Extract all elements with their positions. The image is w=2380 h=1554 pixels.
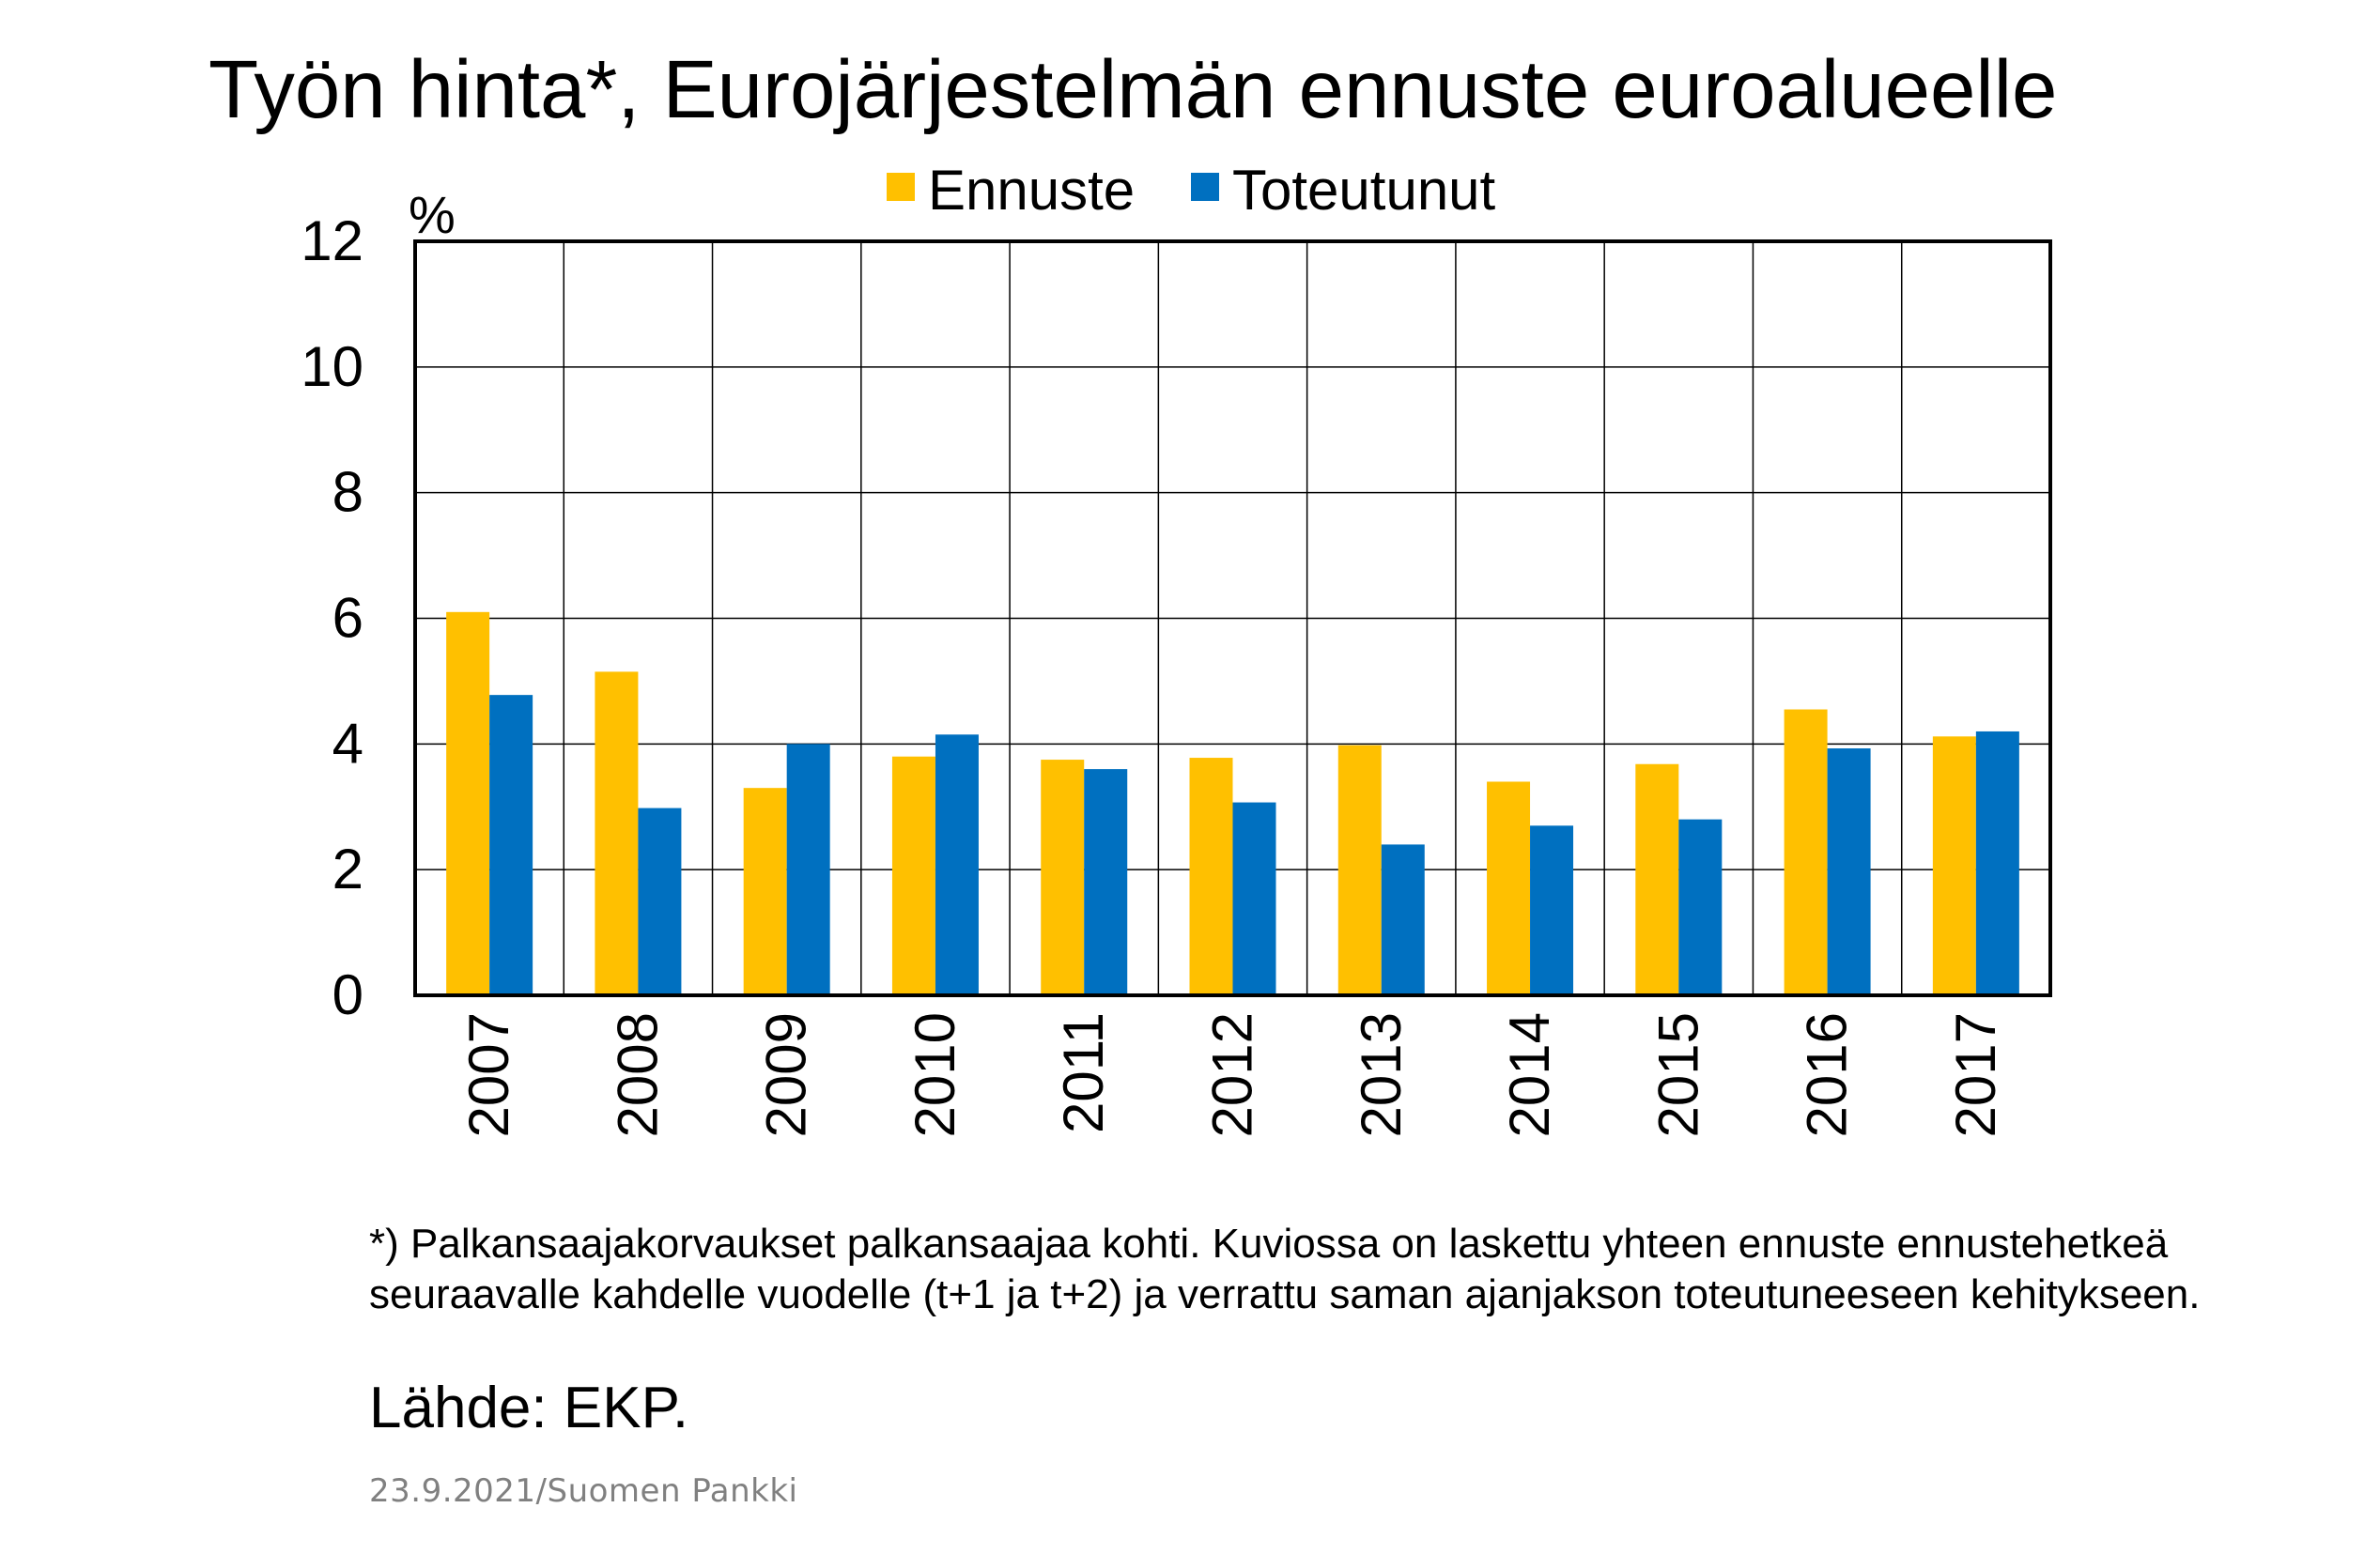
bar-toteutunut-2009: [786, 744, 830, 995]
legend-label-toteutunut: Toteutunut: [1232, 159, 1496, 222]
bar-ennuste-2007: [446, 611, 490, 995]
bar-ennuste-2008: [595, 671, 639, 995]
bar-ennuste-2009: [743, 788, 787, 995]
bar-toteutunut-2008: [638, 808, 682, 995]
x-tick-label: 2015: [1646, 1012, 1709, 1137]
x-tick-label: 2013: [1350, 1012, 1413, 1137]
bar-ennuste-2012: [1189, 758, 1233, 995]
x-tick-label: 2007: [457, 1012, 520, 1137]
bar-toteutunut-2015: [1678, 819, 1723, 995]
bar-toteutunut-2010: [935, 734, 979, 995]
legend-label-ennuste: Ennuste: [928, 159, 1135, 222]
x-tick-label: 2014: [1498, 1012, 1561, 1137]
plot-border: [413, 239, 2052, 997]
legend: Ennuste Toteutunut: [887, 159, 1496, 222]
y-tick-label: 12: [301, 209, 363, 272]
y-tick-label: 2: [332, 838, 363, 900]
bar-ennuste-2016: [1784, 709, 1828, 995]
x-tick-label: 2011: [1052, 1012, 1115, 1133]
x-tick-label: 2010: [904, 1012, 966, 1137]
bar-ennuste-2010: [891, 756, 935, 995]
plot-frame: [413, 239, 2052, 997]
bar-toteutunut-2013: [1381, 844, 1425, 995]
y-tick-label: 0: [332, 963, 363, 1026]
bar-ennuste-2014: [1487, 781, 1531, 995]
bars: [446, 611, 2019, 995]
x-tick-label: 2009: [755, 1012, 818, 1137]
y-axis-ticks: 0 2 4 6 8 10 12: [301, 209, 363, 1026]
y-axis-unit-label: %: [409, 185, 456, 244]
source-label: Lähde: EKP.: [369, 1376, 689, 1440]
bar-toteutunut-2012: [1232, 802, 1276, 995]
x-tick-label: 2017: [1944, 1012, 2007, 1137]
bar-ennuste-2011: [1041, 760, 1085, 995]
x-tick-label: 2012: [1201, 1012, 1264, 1137]
y-tick-label: 4: [332, 712, 363, 775]
y-tick-label: 8: [332, 461, 363, 524]
page-title: Työn hinta*, Eurojärjestelmän ennuste eu…: [209, 44, 2058, 135]
x-axis-ticks: 2007 2008 2009 2010 2011 2012 2013 2014 2015 2016…: [457, 1012, 2007, 1137]
bar-toteutunut-2007: [489, 695, 533, 995]
legend-swatch-ennuste: [887, 173, 915, 201]
bar-ennuste-2017: [1932, 736, 1976, 995]
bar-toteutunut-2011: [1084, 769, 1128, 995]
x-tick-label: 2016: [1796, 1012, 1859, 1137]
footer-date: 23.9.2021/Suomen Pankki: [369, 1472, 798, 1510]
bar-toteutunut-2014: [1530, 825, 1574, 995]
footnote: *) Palkansaajakorvaukset palkansaajaa ko…: [369, 1221, 2201, 1317]
bar-toteutunut-2017: [1975, 731, 2019, 995]
y-tick-label: 10: [301, 335, 363, 398]
bar-toteutunut-2016: [1827, 748, 1871, 995]
bar-ennuste-2015: [1635, 763, 1679, 995]
legend-swatch-toteutunut: [1191, 173, 1219, 201]
y-tick-label: 6: [332, 587, 363, 650]
bar-ennuste-2013: [1337, 745, 1382, 995]
x-tick-label: 2008: [606, 1012, 669, 1137]
